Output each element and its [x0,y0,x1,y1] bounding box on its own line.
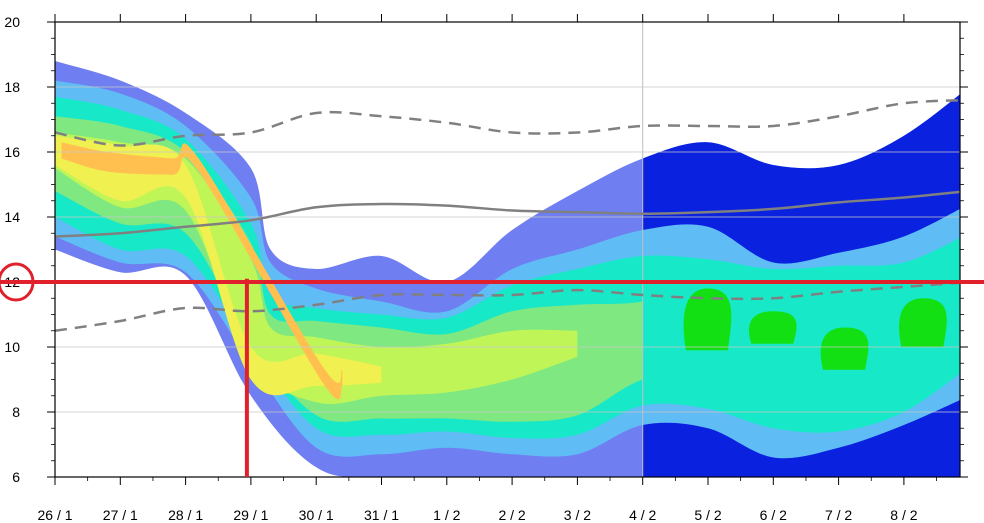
contour-band-level-5 [55,132,578,405]
annotation-layer [0,262,984,477]
red-circle-marker [0,262,35,302]
x-tick-label: 6 / 2 [760,507,787,523]
x-tick-label: 27 / 1 [103,507,138,523]
x-tick-label: 30 / 1 [299,507,334,523]
forecast-blob-0 [683,288,732,351]
x-tick-label: 1 / 2 [433,507,460,523]
x-tick-label: 3 / 2 [564,507,591,523]
y-tick-label: 16 [4,144,20,160]
series-line-2 [55,281,960,332]
y-tick-label: 10 [4,339,20,355]
x-tick-label: 7 / 2 [825,507,852,523]
x-tick-label: 8 / 2 [890,507,917,523]
series-layer [55,99,960,332]
y-tick-label: 20 [4,14,20,30]
y-tick-label: 8 [12,404,20,420]
axes-layer: 6810121416182026 / 127 / 128 / 129 / 130… [4,14,968,523]
y-tick-label: 18 [4,79,20,95]
forecast-blob-3 [899,298,947,347]
x-tick-label: 4 / 2 [629,507,656,523]
contour-band-level-6 [55,135,382,396]
x-tick-label: 2 / 2 [498,507,525,523]
x-tick-label: 29 / 1 [233,507,268,523]
analysis-contours [55,61,643,477]
series-line-0 [55,99,960,147]
x-tick-label: 28 / 1 [168,507,203,523]
y-tick-label: 6 [12,469,20,485]
forecast-blob-1 [748,311,797,344]
x-tick-label: 5 / 2 [694,507,721,523]
plot-layer [55,22,960,477]
forecast-blob-2 [820,327,869,370]
x-tick-label: 26 / 1 [37,507,72,523]
series-line-1 [55,190,960,238]
x-tick-label: 31 / 1 [364,507,399,523]
y-tick-label: 14 [4,209,20,225]
